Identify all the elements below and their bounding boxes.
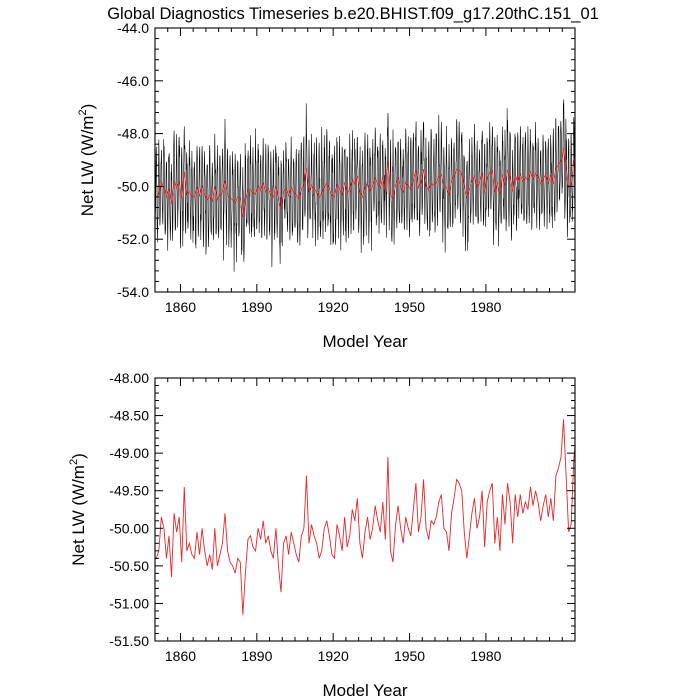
x-tick-label: 1920 <box>318 299 349 315</box>
y-axis-title-main: Net LW (W/m <box>78 116 97 217</box>
y-tick-label: -54.0 <box>117 284 149 300</box>
y-axis-title: Net LW (W/m2) <box>68 453 88 566</box>
x-tick-label: 1920 <box>318 648 349 664</box>
y-tick-label: -50.50 <box>109 558 149 574</box>
y-axis-title-superscript: 2 <box>77 109 89 115</box>
y-tick-label: -50.0 <box>117 178 149 194</box>
x-tick-label: 1890 <box>241 648 272 664</box>
plot-frame <box>154 377 576 642</box>
x-tick-label: 1980 <box>470 299 501 315</box>
plot-area <box>155 419 575 615</box>
series-monthly-line <box>155 99 575 272</box>
y-tick-label: -48.00 <box>109 370 149 386</box>
chart-title: Global Diagnostics Timeseries b.e20.BHIS… <box>107 5 599 23</box>
panel-top: 1860 1890 1920 1950 1980 -54.0 -52.0 -50.0 -48.0… <box>77 20 576 351</box>
y-tick-label: -48.0 <box>117 126 149 142</box>
y-axis-title: Net LW (W/m2) <box>77 104 97 217</box>
y-tick-label: -49.00 <box>109 445 149 461</box>
plot-area <box>155 99 575 272</box>
x-tick-label: 1950 <box>394 648 425 664</box>
series-annual-line <box>155 148 575 217</box>
y-tick-label: -46.0 <box>117 73 149 89</box>
panel-bottom: 1860 1890 1920 1950 1980 -51.50 -51.00 -50.50 -5… <box>68 370 576 700</box>
y-axis-title-close: ) <box>69 453 88 459</box>
y-tick-label: -48.50 <box>109 408 149 424</box>
plot-frame <box>154 27 576 293</box>
y-axis-title-superscript: 2 <box>68 459 80 465</box>
x-axis-title: Model Year <box>322 332 407 351</box>
x-tick-label: 1980 <box>470 648 501 664</box>
y-tick-label: -49.50 <box>109 483 149 499</box>
x-tick-label: 1860 <box>165 648 196 664</box>
y-tick-label: -50.00 <box>109 520 149 536</box>
y-axis-title-main: Net LW (W/m <box>69 465 88 566</box>
y-tick-label: -51.50 <box>109 633 149 649</box>
y-tick-label: -51.00 <box>109 595 149 611</box>
y-tick-label: -52.0 <box>117 231 149 247</box>
x-tick-label: 1860 <box>165 299 196 315</box>
x-tick-label: 1890 <box>241 299 272 315</box>
y-tick-label: -44.0 <box>117 20 149 36</box>
series-annual-line <box>155 419 575 615</box>
y-axis-title-close: ) <box>78 104 97 110</box>
x-axis-title: Model Year <box>322 681 407 700</box>
x-tick-label: 1950 <box>394 299 425 315</box>
